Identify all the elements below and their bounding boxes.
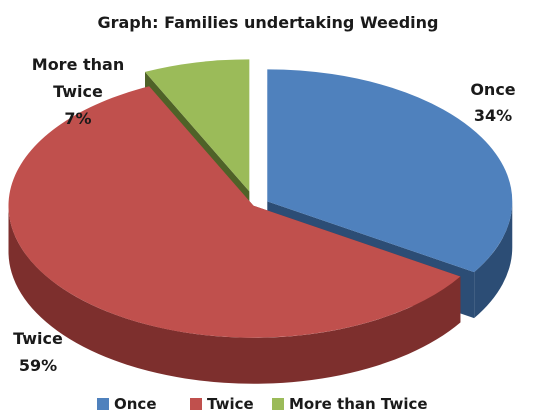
data-label-once-category: Once (470, 80, 515, 99)
slice-twice (8, 86, 461, 338)
data-label-twice-category: Twice (13, 329, 63, 348)
slice-once (267, 69, 513, 273)
legend-label-twice: Twice (207, 395, 254, 413)
legend-label-once: Once (114, 395, 157, 413)
pie-slices (8, 59, 513, 384)
slice-side-once (474, 201, 513, 319)
slice-side-twice (8, 205, 461, 384)
legend-swatch-more-than-twice (272, 398, 284, 410)
legend-label-more-than-twice: More than Twice (289, 395, 428, 413)
data-label-once-value: 34% (474, 106, 512, 125)
data-label-more-than-twice-category-line2: Twice (53, 82, 103, 101)
slice-more-than-twice (145, 59, 250, 192)
chart-title: Graph: Families undertaking Weeding (97, 13, 438, 32)
data-label-twice-value: 59% (19, 356, 57, 375)
data-label-more-than-twice-category: More than (32, 55, 124, 74)
legend: Once Twice More than Twice (97, 395, 428, 413)
data-labels: Once 34% More than Twice 7% Twice 59% (13, 55, 516, 375)
legend-swatch-twice (190, 398, 202, 410)
legend-swatch-once (97, 398, 109, 410)
data-label-more-than-twice-value: 7% (64, 109, 91, 128)
